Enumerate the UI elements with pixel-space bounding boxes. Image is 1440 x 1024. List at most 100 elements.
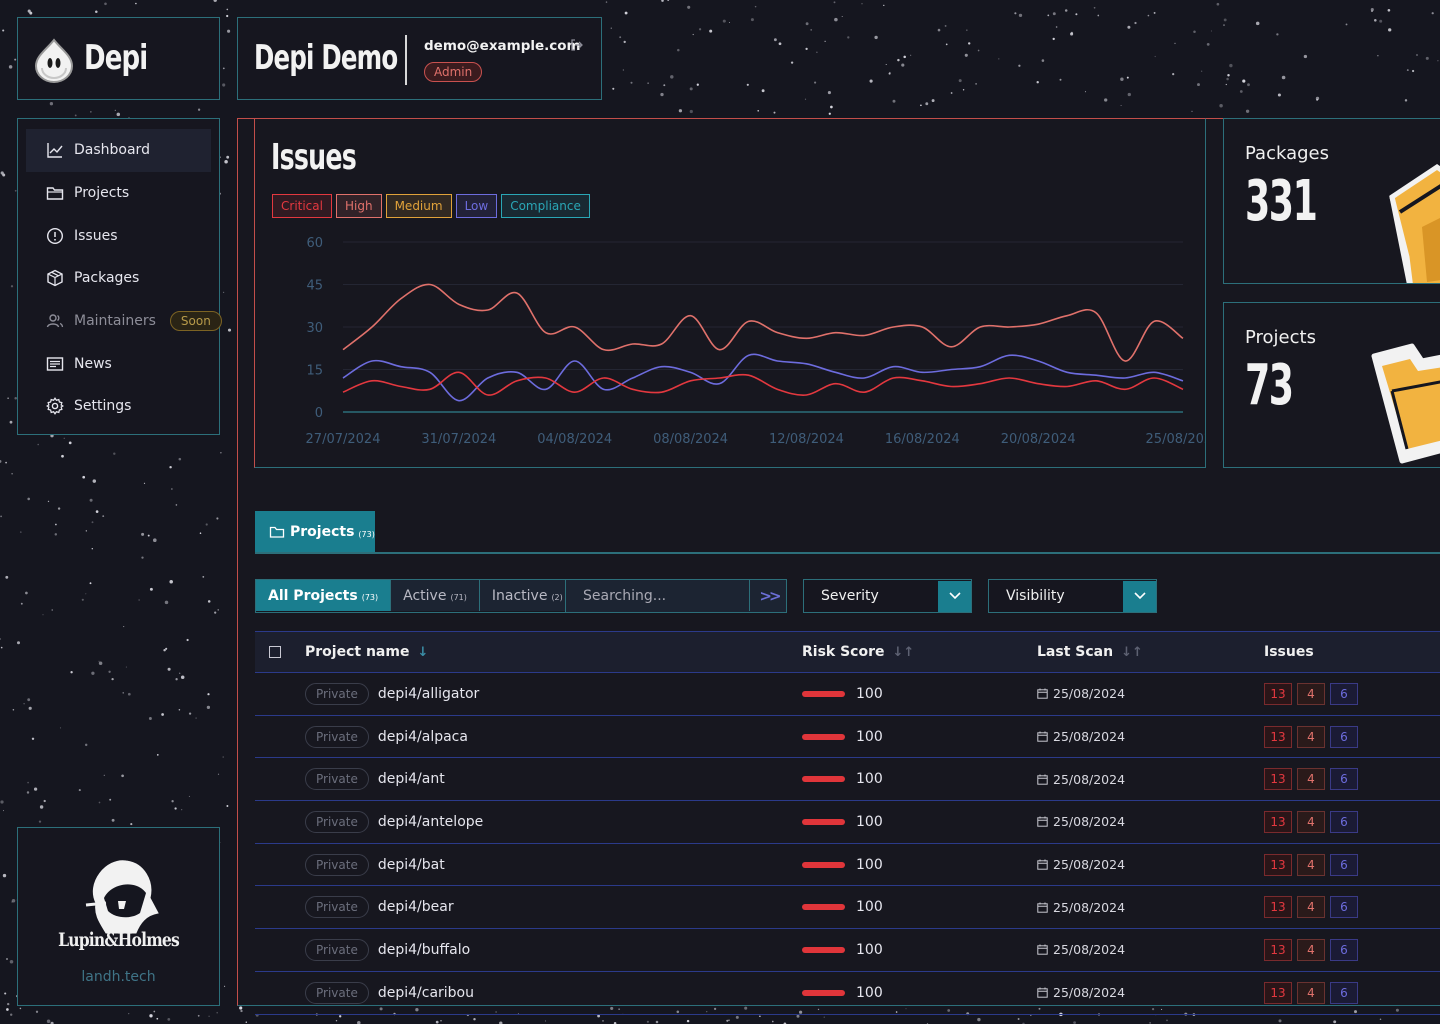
project-name-link[interactable]: depi4/antelope bbox=[377, 813, 484, 830]
star bbox=[91, 671, 95, 675]
star bbox=[1425, 56, 1429, 60]
header-project-name[interactable]: Project name ↓ bbox=[305, 632, 428, 672]
star bbox=[968, 42, 971, 45]
filter-active[interactable]: Active (71) bbox=[391, 580, 480, 611]
filter-all-projects[interactable]: All Projects (73) bbox=[256, 580, 392, 611]
high-count[interactable]: 4 bbox=[1297, 768, 1325, 791]
project-name-link[interactable]: depi4/alpaca bbox=[377, 728, 468, 745]
table-row[interactable]: Private depi4/ant 100 25/08/2024 13 4 6 bbox=[255, 758, 1440, 802]
sidebar-item-projects[interactable]: Projects bbox=[18, 172, 219, 215]
search-submit-button[interactable]: >> bbox=[759, 586, 781, 605]
project-name-link[interactable]: depi4/buffalo bbox=[377, 941, 471, 958]
low-count[interactable]: 6 bbox=[1330, 768, 1358, 791]
risk-bar bbox=[802, 733, 845, 740]
project-name-cell: Private depi4/ant bbox=[305, 758, 445, 800]
critical-count[interactable]: 13 bbox=[1264, 725, 1292, 748]
high-count[interactable]: 4 bbox=[1297, 938, 1325, 961]
low-count[interactable]: 6 bbox=[1330, 810, 1358, 833]
low-count[interactable]: 6 bbox=[1330, 938, 1358, 961]
table-row[interactable]: Private depi4/alligator 100 25/08/2024 13 4 6 bbox=[255, 673, 1440, 716]
sidebar-item-settings[interactable]: Settings bbox=[18, 385, 219, 428]
table-row[interactable]: Private depi4/caribou 100 25/08/2024 13 4 6 bbox=[255, 972, 1440, 1015]
star bbox=[630, 81, 633, 84]
star bbox=[1245, 109, 1250, 113]
high-count[interactable]: 4 bbox=[1297, 896, 1325, 919]
sponsor-url[interactable]: landh.tech bbox=[81, 969, 156, 985]
star bbox=[111, 677, 114, 681]
low-count[interactable]: 6 bbox=[1330, 725, 1358, 748]
last-scan-cell: 25/08/2024 bbox=[1037, 929, 1125, 971]
last-scan-cell: 25/08/2024 bbox=[1037, 758, 1125, 800]
star bbox=[149, 1014, 153, 1018]
critical-count[interactable]: 13 bbox=[1264, 938, 1292, 961]
star bbox=[622, 69, 625, 71]
low-count[interactable]: 6 bbox=[1330, 853, 1358, 876]
table-row[interactable]: Private depi4/buffalo 100 25/08/2024 13 4 6 bbox=[255, 929, 1440, 972]
visibility-select[interactable]: Visibility bbox=[988, 579, 1157, 613]
low-count[interactable]: 6 bbox=[1330, 981, 1358, 1004]
high-count[interactable]: 4 bbox=[1297, 725, 1325, 748]
legend-medium[interactable]: Medium bbox=[385, 194, 452, 218]
table-row[interactable]: Private depi4/alpaca 100 25/08/2024 13 4 6 bbox=[255, 716, 1440, 759]
star bbox=[1120, 77, 1124, 81]
legend-high[interactable]: High bbox=[335, 194, 382, 218]
sponsor-box[interactable]: Lupin&Holmes landh.tech bbox=[17, 827, 220, 1006]
high-count[interactable]: 4 bbox=[1297, 810, 1325, 833]
scan-date: 25/08/2024 bbox=[1053, 899, 1126, 915]
chevron-down-icon[interactable] bbox=[1123, 580, 1156, 612]
critical-count[interactable]: 13 bbox=[1264, 853, 1292, 876]
severity-select[interactable]: Severity bbox=[803, 579, 972, 613]
star bbox=[217, 773, 220, 775]
critical-count[interactable]: 13 bbox=[1264, 810, 1292, 833]
star bbox=[4, 992, 7, 995]
logout-icon[interactable] bbox=[570, 38, 584, 52]
table-row[interactable]: Private depi4/bat 100 25/08/2024 13 4 6 bbox=[255, 844, 1440, 887]
high-count[interactable]: 4 bbox=[1297, 682, 1325, 705]
select-all-checkbox[interactable] bbox=[269, 646, 281, 658]
star bbox=[1064, 9, 1068, 12]
star bbox=[59, 727, 62, 729]
critical-count[interactable]: 13 bbox=[1264, 896, 1292, 919]
project-name-link[interactable]: depi4/caribou bbox=[377, 984, 474, 1001]
header-risk-score[interactable]: Risk Score ↓↑ bbox=[802, 632, 914, 672]
search-input[interactable] bbox=[566, 580, 750, 611]
high-count[interactable]: 4 bbox=[1297, 981, 1325, 1004]
header-label: Project name bbox=[305, 644, 410, 660]
star bbox=[1377, 55, 1379, 57]
table-row[interactable]: Private depi4/bear 100 25/08/2024 13 4 6 bbox=[255, 886, 1440, 930]
star bbox=[1333, 1020, 1337, 1024]
legend-low[interactable]: Low bbox=[455, 194, 498, 218]
chevron-down-icon[interactable] bbox=[938, 580, 971, 612]
tab-projects[interactable]: Projects (73) bbox=[255, 511, 375, 553]
sidebar-item-maintainers[interactable]: Maintainers Soon bbox=[18, 300, 222, 343]
legend-critical[interactable]: Critical bbox=[272, 194, 332, 218]
critical-count[interactable]: 13 bbox=[1264, 981, 1292, 1004]
star bbox=[19, 531, 22, 533]
sidebar-item-issues[interactable]: Issues bbox=[18, 214, 219, 257]
star bbox=[998, 58, 1000, 60]
high-count[interactable]: 4 bbox=[1297, 853, 1325, 876]
legend-compliance[interactable]: Compliance bbox=[501, 194, 590, 218]
filter-inactive[interactable]: Inactive (2) bbox=[479, 580, 575, 611]
brand-logo-box[interactable]: Depi bbox=[17, 17, 220, 100]
sidebar-item-packages[interactable]: Packages bbox=[18, 257, 219, 300]
sidebar-item-dashboard[interactable]: Dashboard bbox=[26, 129, 211, 172]
projects-stat-card[interactable]: Projects 73 bbox=[1223, 302, 1440, 468]
header-last-scan[interactable]: Last Scan ↓↑ bbox=[1037, 632, 1143, 672]
sidebar-item-news[interactable]: News bbox=[18, 342, 219, 385]
project-name-link[interactable]: depi4/ant bbox=[377, 771, 445, 788]
critical-count[interactable]: 13 bbox=[1264, 682, 1292, 705]
project-name-link[interactable]: depi4/bear bbox=[377, 899, 454, 916]
low-count[interactable]: 6 bbox=[1330, 896, 1358, 919]
packages-stat-card[interactable]: Packages 331 bbox=[1223, 118, 1440, 284]
sidebar-item-label: Maintainers bbox=[74, 313, 156, 330]
star bbox=[905, 1008, 907, 1010]
low-count[interactable]: 6 bbox=[1330, 682, 1358, 705]
project-name-link[interactable]: depi4/alligator bbox=[377, 685, 480, 702]
star bbox=[92, 479, 97, 483]
star bbox=[1197, 83, 1200, 87]
project-name-link[interactable]: depi4/bat bbox=[377, 856, 445, 873]
table-row[interactable]: Private depi4/antelope 100 25/08/2024 13 4 6 bbox=[255, 801, 1440, 844]
star bbox=[676, 1010, 680, 1014]
critical-count[interactable]: 13 bbox=[1264, 768, 1292, 791]
